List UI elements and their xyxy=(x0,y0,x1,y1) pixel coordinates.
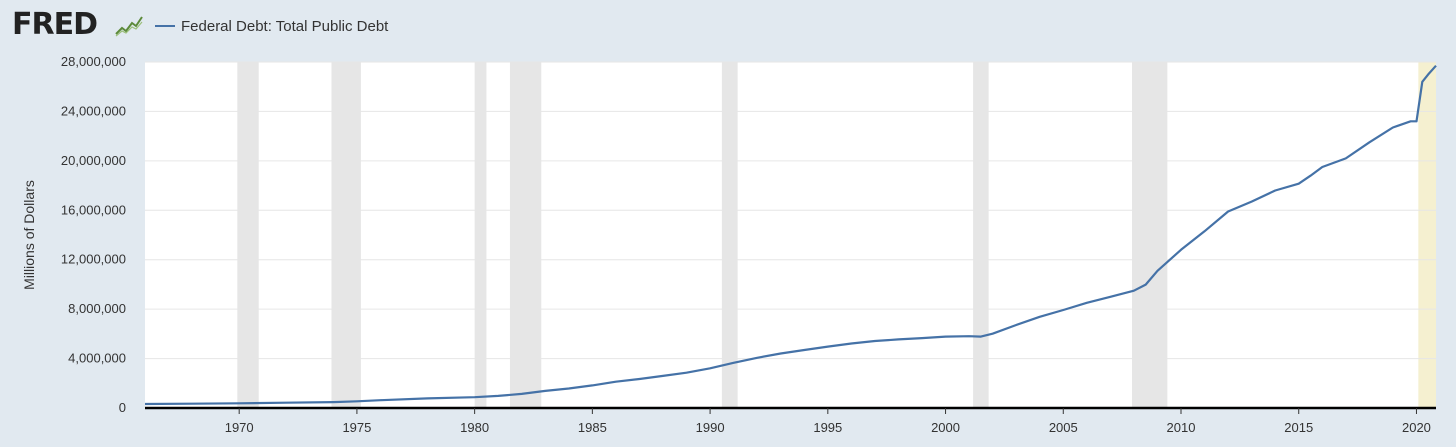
x-tick-label: 2020 xyxy=(1402,420,1431,435)
fred-logo: FRED xyxy=(12,7,98,42)
x-tick-label: 1975 xyxy=(342,420,371,435)
recession-band xyxy=(331,62,361,408)
series-line xyxy=(144,64,1437,406)
y-tick-label: 28,000,000 xyxy=(61,54,126,69)
x-tick-label: 2005 xyxy=(1049,420,1078,435)
recession-band xyxy=(1132,62,1168,408)
chart-legend: Federal Debt: Total Public Debt xyxy=(155,14,388,38)
chart-header: FRED Federal Debt: Total Public Debt xyxy=(0,0,1456,52)
recession-band xyxy=(509,62,542,408)
x-tick-label: 1985 xyxy=(578,420,607,435)
recession-band xyxy=(474,62,487,408)
fred-graph-icon xyxy=(114,12,144,38)
legend-label: Federal Debt: Total Public Debt xyxy=(181,17,389,35)
recession-band xyxy=(973,62,989,408)
x-tick-label: 1995 xyxy=(813,420,842,435)
recession-band xyxy=(721,62,738,408)
x-tick-label: 1980 xyxy=(460,420,489,435)
y-tick-label: 8,000,000 xyxy=(68,301,126,316)
y-axis-label: Millions of Dollars xyxy=(21,180,37,290)
x-tick-label: 2010 xyxy=(1167,420,1196,435)
x-tick-label: 1990 xyxy=(696,420,725,435)
x-tick-label: 1970 xyxy=(225,420,254,435)
recession-band xyxy=(1418,62,1436,408)
x-tick-label: 2000 xyxy=(931,420,960,435)
y-tick-label: 24,000,000 xyxy=(61,103,126,118)
y-tick-label: 20,000,000 xyxy=(61,153,126,168)
y-tick-label: 16,000,000 xyxy=(61,202,126,217)
y-tick-label: 4,000,000 xyxy=(68,351,126,366)
y-tick-label: 12,000,000 xyxy=(61,252,126,267)
legend-line-swatch xyxy=(155,25,175,27)
y-tick-label: 0 xyxy=(119,400,126,415)
x-tick-label: 2015 xyxy=(1284,420,1313,435)
recession-band xyxy=(237,62,259,408)
